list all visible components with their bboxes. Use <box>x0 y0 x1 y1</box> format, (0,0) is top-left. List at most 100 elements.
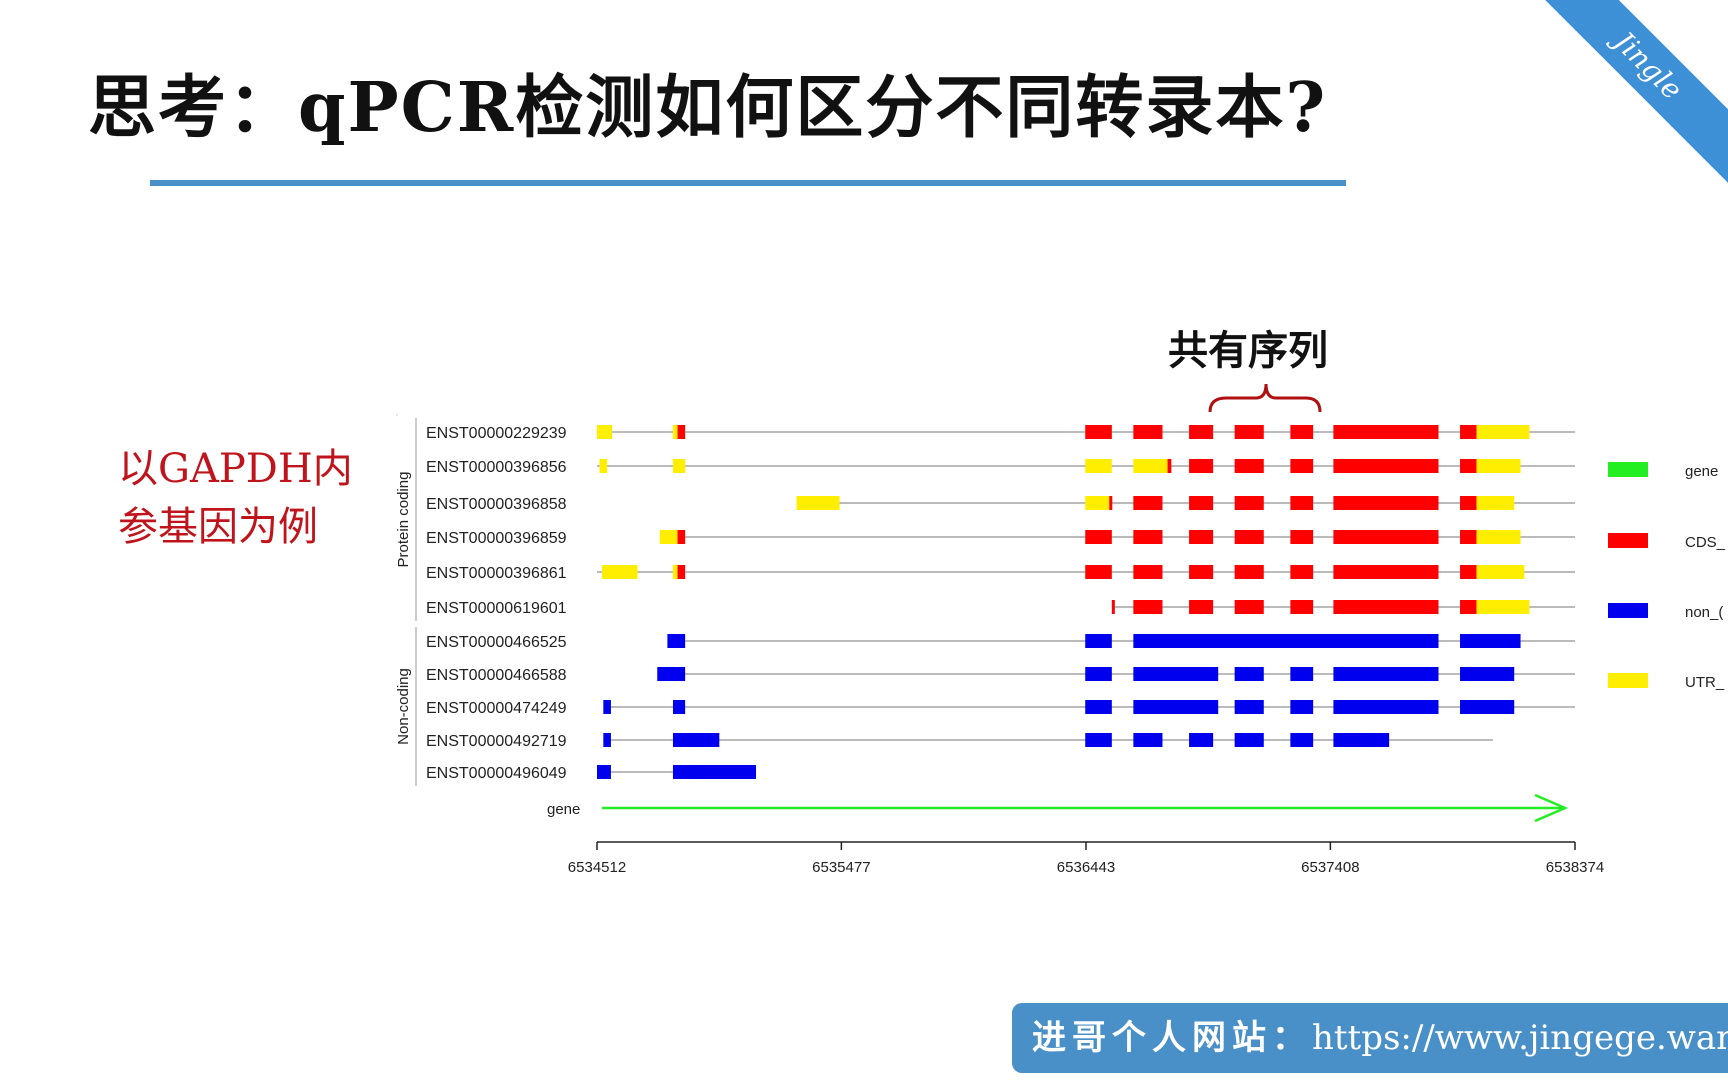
group-label: Protein coding <box>395 472 412 568</box>
transcript-label: ENST00000466588 <box>426 667 567 684</box>
exon-cds <box>1460 459 1477 473</box>
legend-label: non_( <box>1685 604 1723 621</box>
exon-utr <box>1133 459 1168 473</box>
exon-nc <box>672 700 686 714</box>
exon-utr <box>599 459 608 473</box>
exon-nc <box>603 733 611 747</box>
legend-label: gene <box>1685 463 1718 480</box>
transcript-label: ENST00000396858 <box>426 496 567 513</box>
exon-utr <box>597 425 613 439</box>
exon-nc <box>1133 700 1219 714</box>
exon-cds <box>1460 496 1477 510</box>
legend-swatch <box>1608 462 1648 477</box>
exon-cds <box>1333 425 1439 439</box>
exon-cds <box>1290 496 1314 510</box>
exon-cds <box>1333 600 1439 614</box>
exon-cds <box>1234 600 1264 614</box>
exon-cds <box>1333 496 1439 510</box>
exon-utr <box>1085 496 1110 510</box>
exon-utr <box>1085 459 1112 473</box>
exon-cds <box>1189 459 1214 473</box>
exon-nc <box>1133 634 1439 648</box>
exon-cds <box>1460 600 1477 614</box>
side-note: 以GAPDH内 参基因为例 <box>118 440 353 556</box>
exon-nc <box>603 700 611 714</box>
exon-cds <box>1290 600 1314 614</box>
exon-cds <box>1085 425 1112 439</box>
exon-utr <box>672 425 678 439</box>
legend-label: UTR_ <box>1685 674 1725 691</box>
exon-nc <box>1234 667 1264 681</box>
exon-utr <box>1476 600 1530 614</box>
exon-nc <box>672 733 720 747</box>
exon-cds <box>1333 530 1439 544</box>
exon-cds <box>1109 496 1113 510</box>
footer-url-link[interactable]: https://www.jingege.wang <box>1312 1018 1728 1058</box>
legend-swatch <box>1608 603 1648 618</box>
exon-nc <box>1133 667 1219 681</box>
exon-nc <box>1189 733 1214 747</box>
exon-cds <box>1133 565 1163 579</box>
exon-utr <box>1476 459 1521 473</box>
x-axis-tick-label: 6535477 <box>812 859 870 876</box>
exon-nc <box>657 667 686 681</box>
exon-cds <box>677 530 686 544</box>
exon-utr <box>1476 565 1525 579</box>
exon-cds <box>1234 425 1264 439</box>
exon-cds <box>1460 565 1477 579</box>
shared-sequence-brace <box>1208 383 1322 413</box>
exon-cds <box>1234 530 1264 544</box>
gene-arrow-head <box>1534 793 1569 823</box>
exon-cds <box>677 425 686 439</box>
transcript-label: ENST00000492719 <box>426 733 567 750</box>
exon-nc <box>1460 667 1515 681</box>
exon-cds <box>1460 530 1477 544</box>
exon-nc <box>1460 700 1515 714</box>
x-axis-tick-label: 6536443 <box>1057 859 1115 876</box>
exon-cds <box>1111 600 1115 614</box>
transcript-label: ENST00000474249 <box>426 700 567 717</box>
exon-cds <box>1290 530 1314 544</box>
gene-structure-diagram: Protein coding Non-coding ENST00000229239 E… <box>395 383 1726 890</box>
exon-cds <box>1189 496 1214 510</box>
title-underline <box>150 180 1346 186</box>
transcript-label: ENST00000619601 <box>426 600 567 617</box>
exon-utr <box>672 459 686 473</box>
footer-banner[interactable]: 进哥个人网站：https://www.jingege.wang <box>1012 1003 1728 1073</box>
exon-nc <box>1333 733 1390 747</box>
exon-nc <box>1234 733 1264 747</box>
transcript-label: ENST00000396859 <box>426 530 567 547</box>
footer-prefix: 进哥个人网站： <box>1032 1018 1312 1058</box>
exon-cds <box>1234 496 1264 510</box>
exon-utr <box>672 565 678 579</box>
exon-utr <box>796 496 840 510</box>
transcript-label: ENST00000496049 <box>426 765 567 782</box>
exon-nc <box>1085 733 1112 747</box>
legend-label: CDS_ <box>1685 534 1726 551</box>
exon-nc <box>1085 667 1112 681</box>
exon-nc <box>1133 733 1163 747</box>
side-note-line-1: 以GAPDH内 <box>118 446 353 492</box>
exon-cds <box>1234 459 1264 473</box>
exon-cds <box>1133 600 1163 614</box>
exon-nc <box>1290 700 1314 714</box>
exon-nc <box>672 765 757 779</box>
transcript-tracks: Protein coding Non-coding ENST00000229239 E… <box>395 414 1726 890</box>
exon-cds <box>1189 425 1214 439</box>
exon-nc <box>1234 700 1264 714</box>
exon-utr <box>1476 425 1530 439</box>
exon-utr <box>659 530 678 544</box>
exon-cds <box>1333 565 1439 579</box>
exon-cds <box>1460 425 1477 439</box>
exon-nc <box>1333 700 1439 714</box>
shared-sequence-label: 共有序列 <box>1168 327 1328 374</box>
gene-track-label: gene <box>547 801 580 818</box>
x-axis-tick-label: 6538374 <box>1546 859 1604 876</box>
exon-cds <box>1133 530 1163 544</box>
exon-utr <box>1476 530 1521 544</box>
legend-swatch <box>1608 533 1648 548</box>
exon-nc <box>667 634 686 648</box>
exon-cds <box>1085 530 1112 544</box>
exon-cds <box>1290 425 1314 439</box>
transcript-label: ENST00000396856 <box>426 459 567 476</box>
